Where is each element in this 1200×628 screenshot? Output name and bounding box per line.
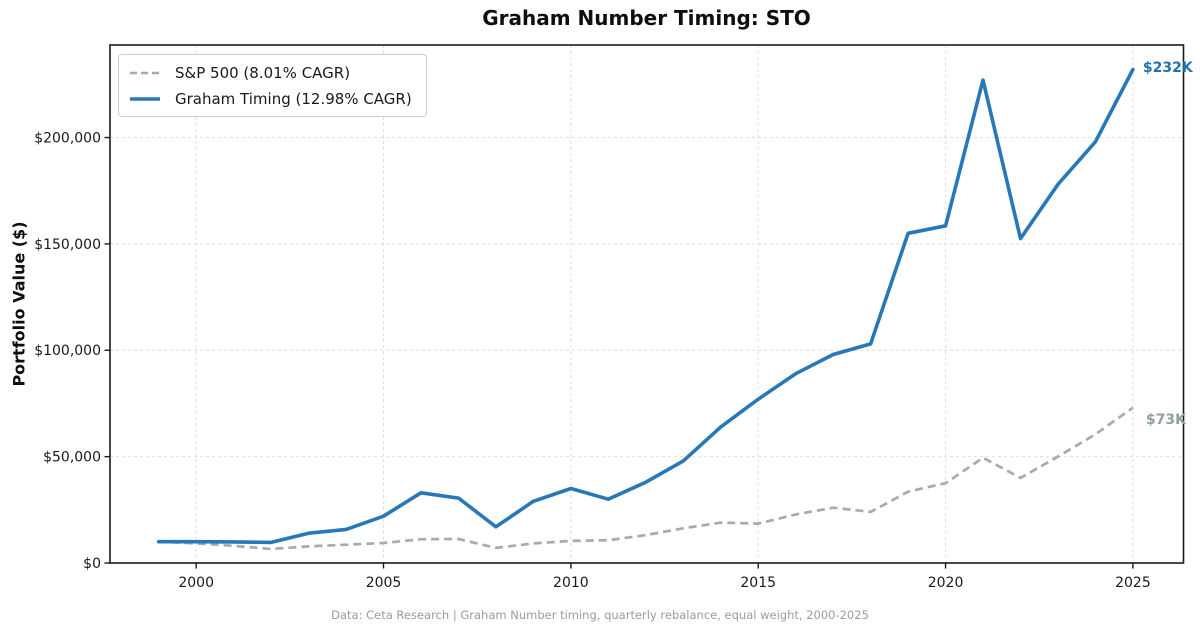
svg-text:$150,000: $150,000: [34, 237, 101, 253]
svg-text:2025: 2025: [1115, 575, 1151, 591]
chart-title: Graham Number Timing: STO: [482, 6, 811, 30]
graham-solid-line-swatch: [130, 96, 160, 101]
legend-label-sp500: S&P 500 (8.01% CAGR): [175, 63, 351, 82]
svg-text:2010: 2010: [553, 575, 589, 591]
svg-text:2000: 2000: [178, 575, 214, 591]
svg-text:2005: 2005: [366, 575, 402, 591]
legend-label-graham: Graham Timing (12.98% CAGR): [175, 89, 412, 108]
svg-text:2020: 2020: [928, 575, 964, 591]
legend: S&P 500 (8.01% CAGR) Graham Timing (12.9…: [118, 54, 427, 117]
data-source-caption: Data: Ceta Research | Graham Number timi…: [331, 608, 869, 622]
graham-end-value-label: $232K: [1142, 60, 1193, 77]
svg-text:$200,000: $200,000: [34, 130, 101, 146]
sp500-dashed-line-swatch: [130, 71, 160, 74]
svg-text:$50,000: $50,000: [43, 450, 101, 466]
legend-item-graham: Graham Timing (12.98% CAGR): [129, 88, 412, 109]
svg-text:$100,000: $100,000: [34, 343, 101, 359]
legend-item-sp500: S&P 500 (8.01% CAGR): [129, 62, 412, 83]
sp500-end-value-label: $73K: [1145, 411, 1186, 428]
svg-text:$0: $0: [83, 556, 101, 572]
svg-text:2015: 2015: [740, 575, 776, 591]
